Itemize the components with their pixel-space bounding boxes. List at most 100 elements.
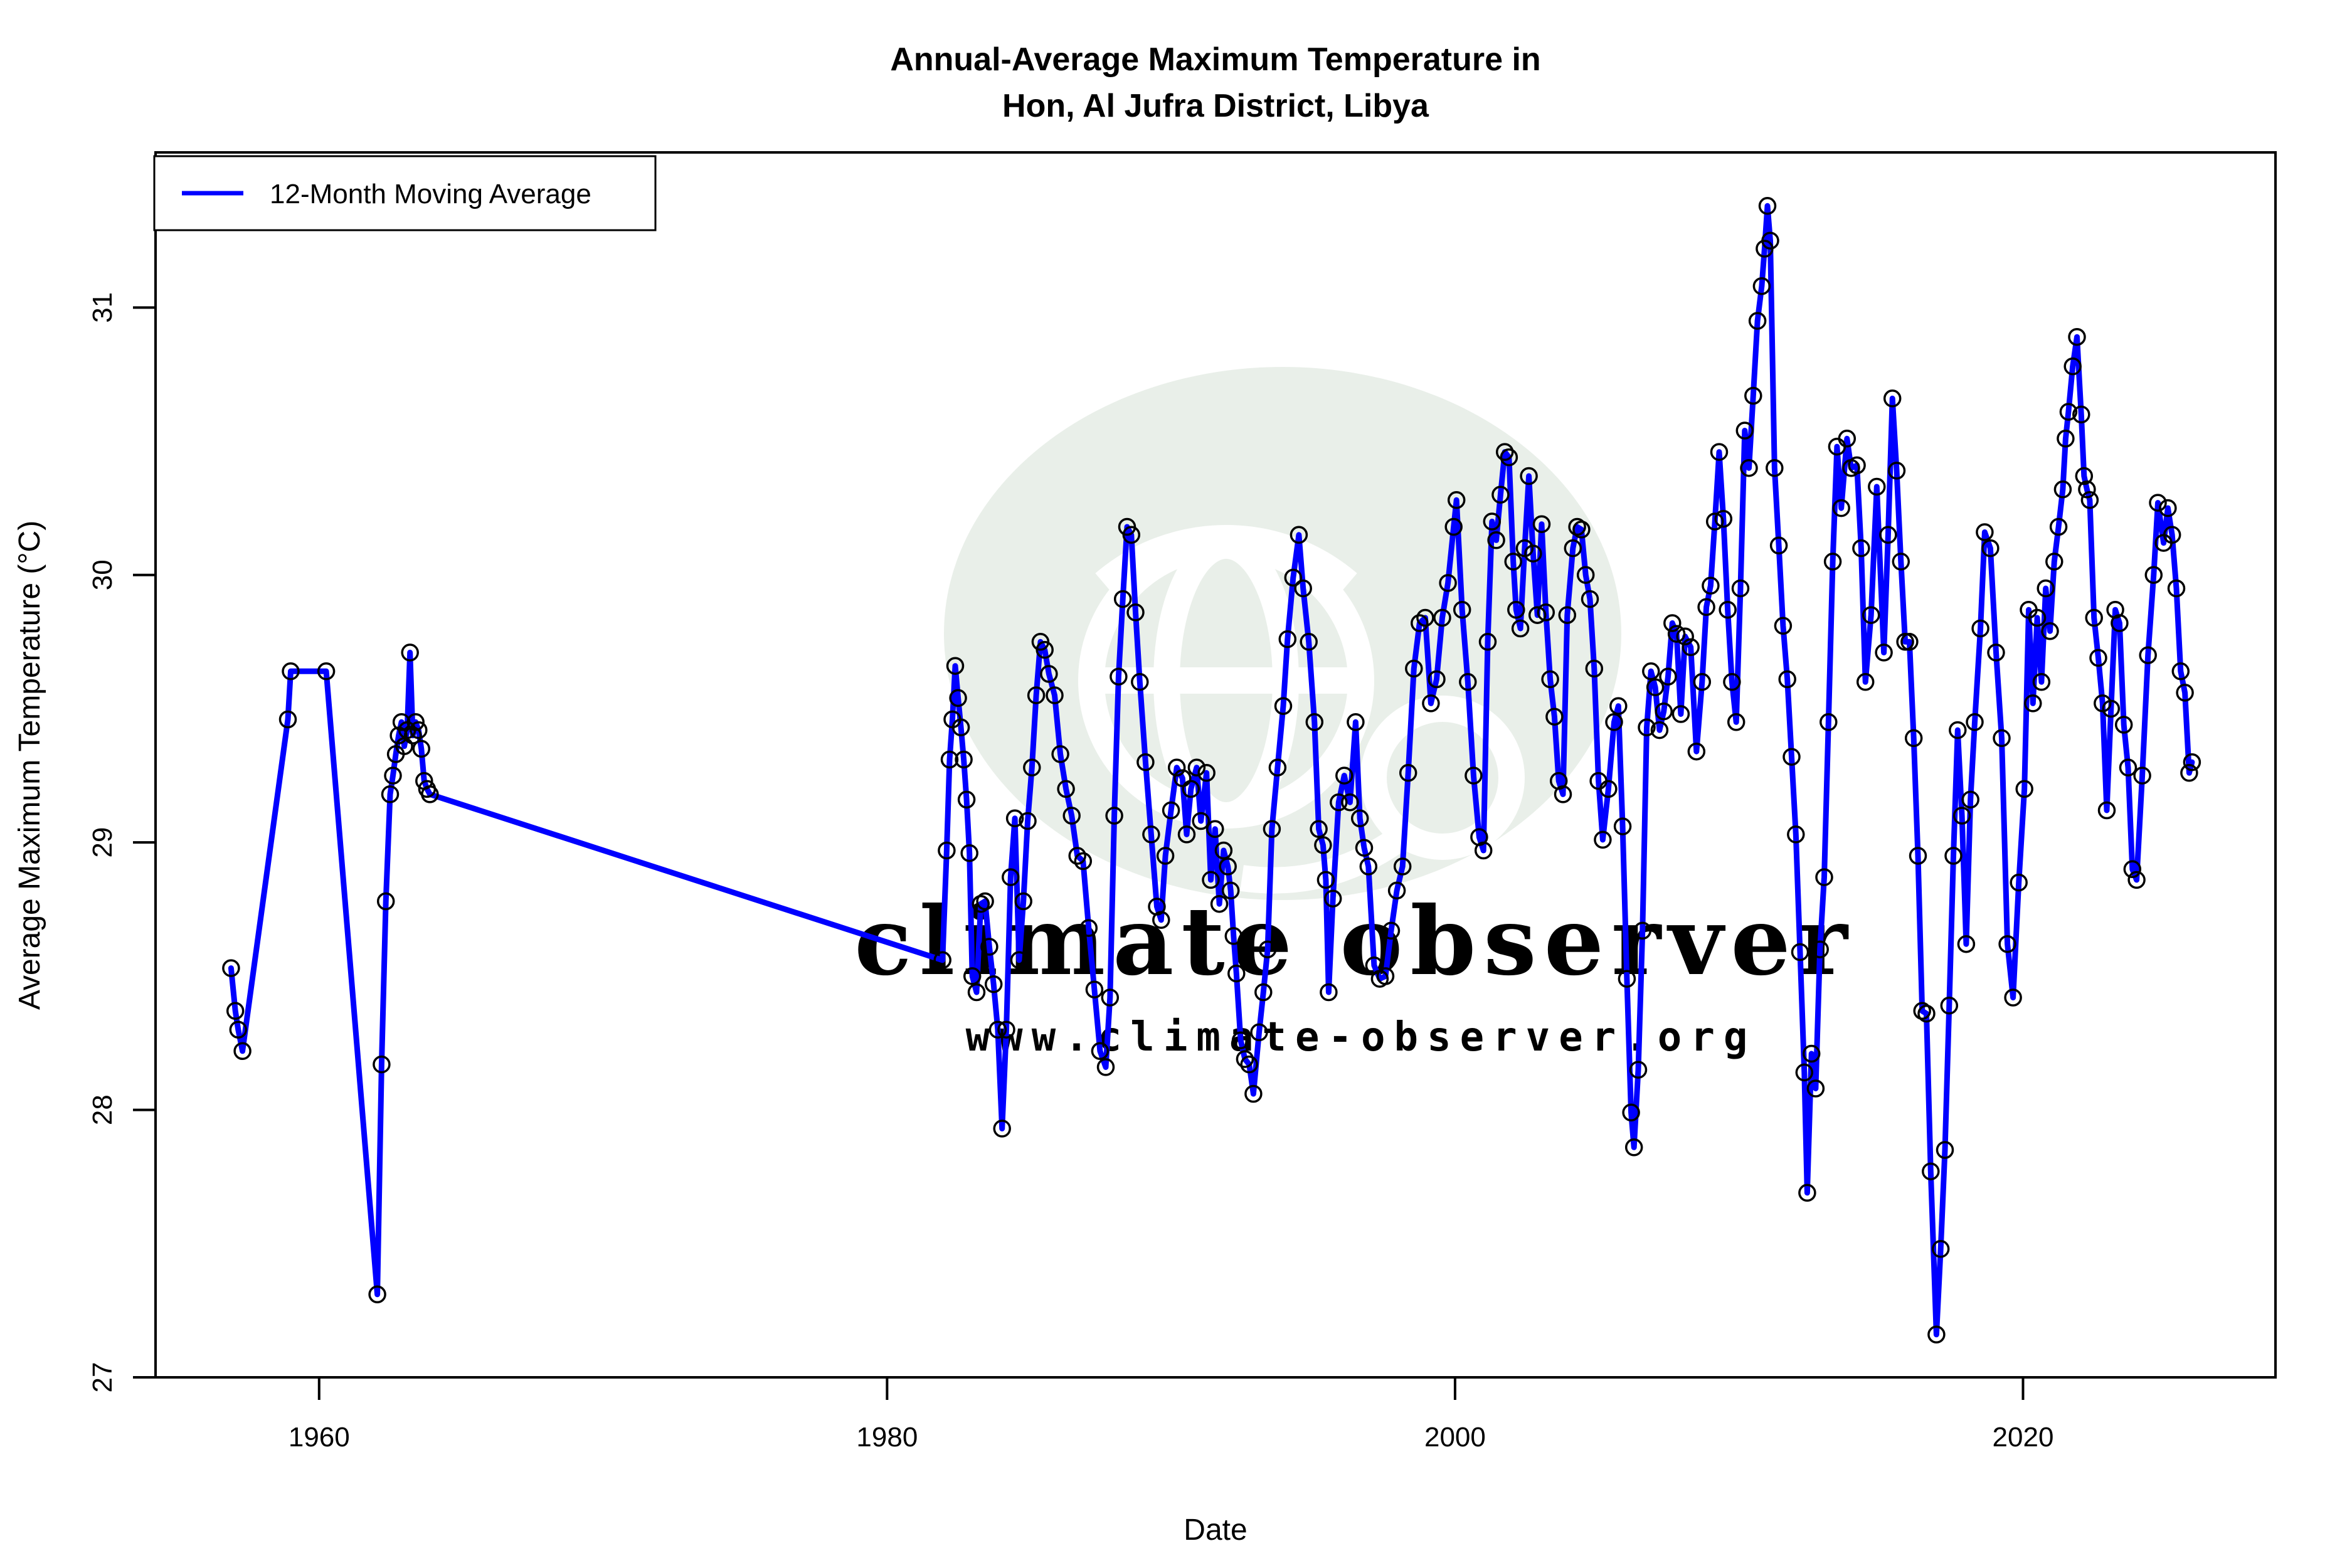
data-point-marker — [2180, 764, 2198, 782]
data-point-marker — [222, 959, 240, 977]
data-point-marker — [949, 689, 967, 707]
data-point-marker — [1197, 764, 1216, 782]
data-point-marker — [421, 785, 439, 803]
data-point-marker — [2127, 871, 2146, 889]
data-point-marker — [1444, 517, 1463, 536]
data-point-marker — [2133, 766, 2151, 785]
data-point-marker — [2075, 467, 2094, 485]
data-point-marker — [1290, 526, 1308, 544]
data-point-marker — [1613, 817, 1632, 835]
data-point-marker — [1126, 603, 1145, 622]
data-point-marker — [1310, 820, 1328, 839]
data-point-marker — [1002, 868, 1020, 886]
data-point-marker — [1852, 539, 1870, 558]
series-line — [228, 203, 2195, 1338]
y-tick-label: 30 — [87, 559, 118, 590]
data-point-marker — [1347, 713, 1365, 731]
data-point-marker — [2119, 758, 2137, 777]
data-point-marker — [951, 718, 970, 737]
data-point-marker — [1758, 197, 1777, 215]
data-point-marker — [1909, 847, 1927, 865]
data-point-marker — [1887, 462, 1906, 480]
data-point-marker — [1323, 889, 1342, 908]
data-point-marker — [1638, 718, 1656, 737]
data-point-marker — [1465, 766, 1483, 785]
data-point-marker — [1671, 705, 1690, 723]
data-point-marker — [1917, 1004, 1936, 1023]
data-point-marker — [1300, 633, 1318, 651]
data-point-marker — [1453, 600, 1471, 619]
data-point-marker — [412, 739, 431, 758]
data-point-marker — [1167, 758, 1186, 777]
data-point-marker — [1820, 713, 1838, 731]
data-point-marker — [1624, 1138, 1643, 1157]
data-point-marker — [1177, 825, 1196, 844]
data-point-marker — [1769, 536, 1788, 555]
data-point-marker — [1156, 847, 1175, 865]
data-point-marker — [1244, 1084, 1263, 1103]
data-point-marker — [1254, 983, 1273, 1002]
data-point-marker — [1862, 606, 1880, 624]
data-point-marker — [2028, 608, 2047, 627]
data-point-marker — [1162, 801, 1180, 820]
data-point-marker — [1927, 1325, 1946, 1344]
data-point-marker — [2085, 608, 2103, 627]
data-point-marker — [1478, 633, 1497, 651]
data-point-marker — [1091, 1042, 1110, 1061]
data-point-marker — [2032, 673, 2051, 691]
data-point-marker — [1723, 673, 1741, 691]
data-point-marker — [1633, 921, 1652, 940]
x-axis-title: Date — [1184, 1513, 1247, 1547]
data-point-marker — [1046, 686, 1064, 704]
data-point-marker — [1554, 785, 1572, 803]
data-point-marker — [1268, 758, 1287, 777]
data-point-marker — [1646, 678, 1665, 697]
data-point-marker — [2171, 662, 2190, 681]
data-point-marker — [1258, 940, 1277, 958]
data-point-marker — [972, 894, 990, 913]
y-axis-ticks: 27 28 29 30 31 — [87, 292, 156, 1392]
data-point-marker — [229, 1020, 248, 1039]
data-point-marker — [1210, 894, 1229, 913]
data-point-marker — [1856, 673, 1875, 691]
data-point-marker — [1774, 617, 1793, 635]
data-point-marker — [1940, 997, 1959, 1015]
data-point-marker — [1714, 509, 1733, 528]
data-point-marker — [1629, 1061, 1648, 1079]
data-point-marker — [1101, 988, 1120, 1007]
data-point-marker — [2139, 646, 2157, 664]
data-point-marker — [963, 967, 982, 985]
data-point-marker — [2068, 327, 2086, 346]
data-point-marker — [1642, 662, 1660, 681]
data-point-marker — [1023, 758, 1041, 777]
data-point-marker — [384, 766, 402, 785]
data-point-marker — [1524, 544, 1542, 563]
data-point-marker — [2049, 517, 2068, 536]
data-point-marker — [2053, 480, 2072, 499]
data-point-marker — [233, 1042, 252, 1061]
data-point-marker — [1459, 673, 1477, 691]
data-point-marker — [2057, 430, 2075, 448]
data-point-marker — [1545, 707, 1564, 726]
data-point-marker — [2176, 684, 2194, 702]
data-point-marker — [1491, 485, 1510, 504]
data-point-marker — [1504, 553, 1522, 571]
data-point-marker — [1122, 526, 1141, 544]
data-point-marker — [940, 750, 959, 769]
data-point-marker — [1393, 857, 1412, 876]
data-point-marker — [1795, 1063, 1814, 1082]
data-point-marker — [1987, 644, 2005, 662]
data-point-marker — [1798, 1184, 1816, 1202]
data-point-marker — [226, 1002, 245, 1020]
data-point-marker — [1998, 935, 2016, 953]
data-point-marker — [1136, 753, 1155, 771]
data-point-marker — [2114, 716, 2133, 734]
data-point-marker — [2037, 579, 2055, 598]
data-point-marker — [1305, 713, 1324, 731]
legend: 12-Month Moving Average — [153, 155, 657, 231]
data-point-marker — [1068, 847, 1086, 865]
data-point-marker — [278, 710, 297, 729]
data-point-marker — [1731, 579, 1750, 598]
data-point-marker — [1879, 526, 1897, 544]
